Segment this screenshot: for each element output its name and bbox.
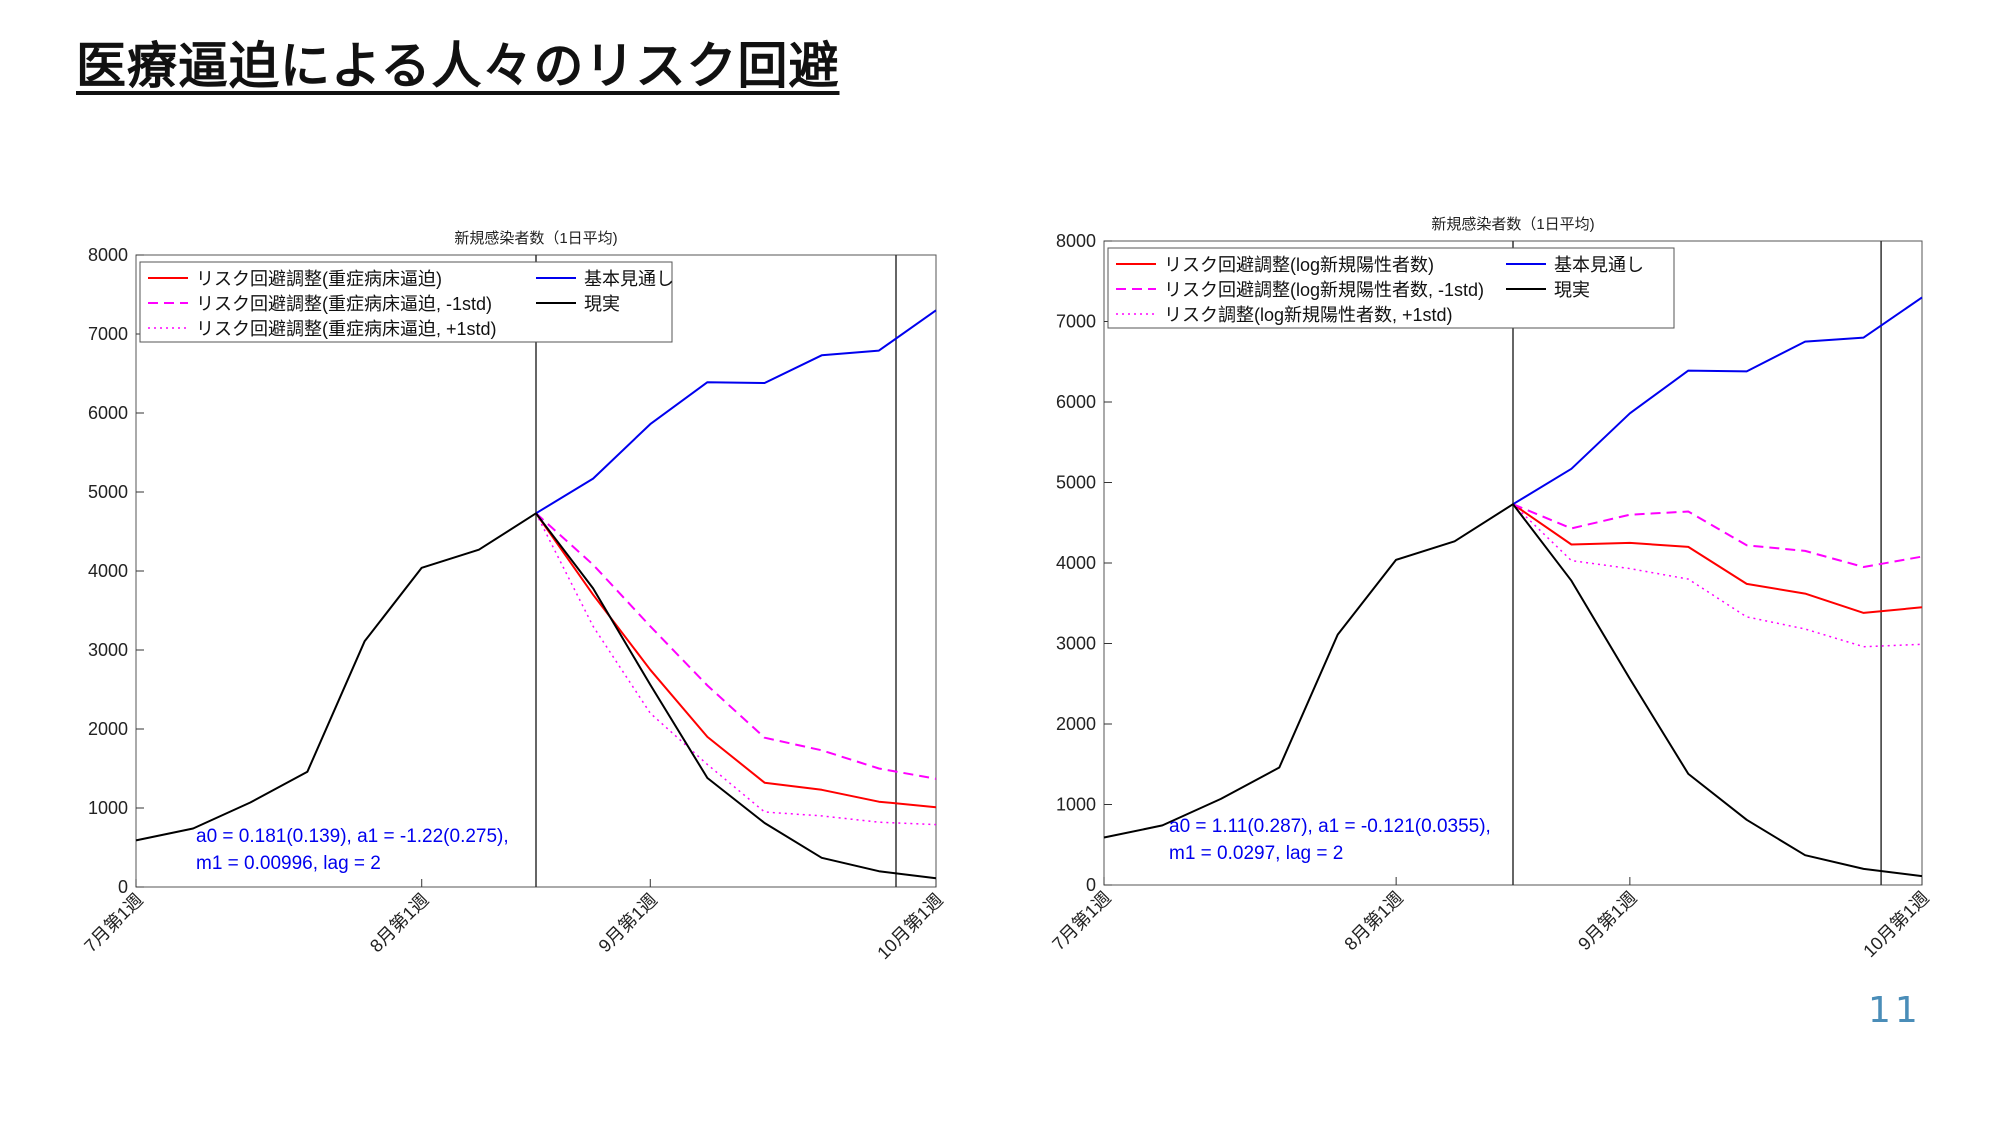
y-tick-label: 1000 [1056, 795, 1096, 815]
x-tick-label: 7月第1週 [80, 890, 146, 956]
legend-box [139, 261, 673, 343]
legend-label: リスク回避調整(重症病床逼迫, +1std) [196, 319, 497, 339]
page-number: 11 [1868, 990, 1922, 1031]
y-tick-label: 6000 [1056, 392, 1096, 412]
x-tick-label: 8月第1週 [1340, 888, 1406, 954]
y-tick-label: 1000 [88, 798, 128, 818]
y-tick-label: 0 [118, 877, 128, 897]
series-line [1512, 296, 1923, 506]
series-line [135, 512, 937, 880]
annotation-text: m1 = 0.0297, lag = 2 [1169, 843, 1343, 864]
legend-box [1107, 247, 1675, 329]
y-tick-label: 5000 [88, 482, 128, 502]
y-tick-label: 2000 [88, 719, 128, 739]
legend-label: 基本見通し [1554, 255, 1644, 275]
series-line [1512, 503, 1923, 568]
y-tick-label: 4000 [88, 561, 128, 581]
legend-label: リスク回避調整(log新規陽性者数) [1164, 255, 1434, 275]
series-line [1103, 503, 1923, 878]
series-line [535, 512, 937, 809]
slide-title: 医療逼迫による人々のリスク回避 [76, 37, 840, 95]
legend-label: リスク回避調整(log新規陽性者数, -1std) [1164, 280, 1484, 300]
y-tick-label: 7000 [88, 324, 128, 344]
legend-label: 現実 [584, 294, 620, 314]
annotation-text: m1 = 0.00996, lag = 2 [196, 853, 381, 874]
legend-label: リスク調整(log新規陽性者数, +1std) [1164, 305, 1453, 325]
y-tick-label: 8000 [88, 245, 128, 265]
y-tick-label: 2000 [1056, 714, 1096, 734]
legend-label: リスク回避調整(重症病床逼迫) [196, 269, 442, 289]
annotation-text: a0 = 1.11(0.287), a1 = -0.121(0.0355), [1169, 816, 1491, 837]
x-tick-label: 7月第1週 [1048, 888, 1114, 954]
y-tick-label: 7000 [1056, 312, 1096, 332]
y-tick-label: 3000 [88, 640, 128, 660]
y-tick-label: 4000 [1056, 553, 1096, 573]
chart-title: 新規感染者数（1日平均) [454, 230, 617, 247]
x-tick-label: 9月第1週 [595, 890, 661, 956]
series-line [535, 309, 937, 515]
annotation-text: a0 = 0.181(0.139), a1 = -1.22(0.275), [196, 826, 509, 847]
y-tick-label: 6000 [88, 403, 128, 423]
y-tick-label: 5000 [1056, 473, 1096, 493]
legend-label: 現実 [1554, 280, 1590, 300]
x-tick-label: 8月第1週 [366, 890, 432, 956]
y-tick-label: 0 [1086, 875, 1096, 895]
y-tick-label: 8000 [1056, 231, 1096, 251]
y-tick-label: 3000 [1056, 634, 1096, 654]
series-line [535, 512, 937, 826]
x-tick-label: 9月第1週 [1574, 888, 1640, 954]
series-line [1512, 503, 1923, 614]
chart-title: 新規感染者数（1日平均) [1431, 216, 1594, 233]
legend-label: 基本見通し [584, 269, 674, 289]
x-tick-label: 10月第1週 [873, 890, 947, 964]
chart-left: 新規感染者数（1日平均) 0 1000 2000 3000 4000 5000 6000 700… [80, 230, 946, 963]
series-line [1512, 503, 1923, 648]
chart-right: 新規感染者数（1日平均) 0 1000 2000 3000 4000 5000 6000 700… [1048, 216, 1932, 961]
legend-label: リスク回避調整(重症病床逼迫, -1std) [196, 294, 492, 314]
series-line [535, 512, 937, 780]
x-tick-label: 10月第1週 [1859, 888, 1933, 962]
